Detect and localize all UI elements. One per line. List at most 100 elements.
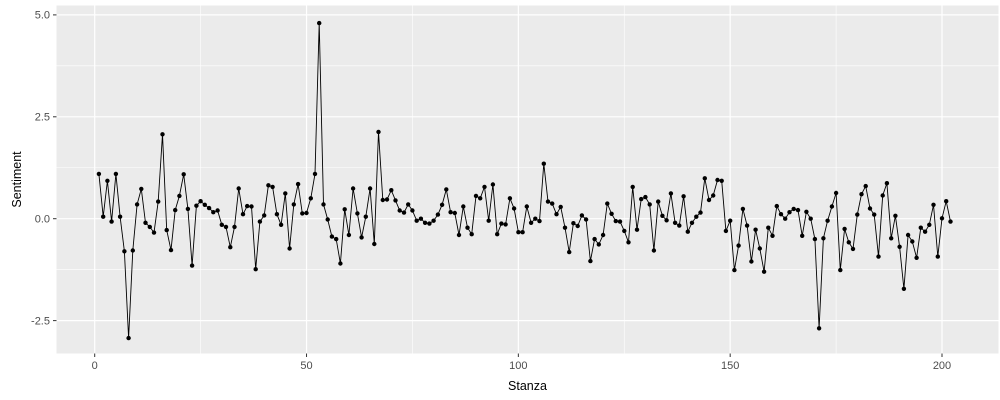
data-point — [643, 194, 648, 200]
data-point — [350, 186, 356, 191]
data-point — [613, 218, 618, 224]
data-point — [317, 20, 322, 26]
data-point — [249, 204, 254, 209]
data-point — [562, 225, 568, 230]
data-point — [461, 204, 466, 209]
data-point — [524, 204, 529, 209]
data-point — [283, 191, 288, 196]
data-point — [567, 249, 572, 255]
data-point — [245, 203, 250, 209]
data-point — [160, 132, 165, 137]
data-point — [516, 230, 521, 235]
data-point — [829, 204, 835, 209]
data-point — [431, 218, 436, 223]
data-point — [537, 218, 542, 224]
data-point — [240, 212, 246, 217]
plot-panel — [56, 5, 999, 354]
data-point — [948, 219, 953, 224]
y-tick-label: 2.5 — [35, 112, 50, 124]
data-point — [105, 178, 110, 183]
data-point — [808, 216, 813, 221]
data-point — [287, 246, 292, 251]
data-point — [376, 129, 381, 135]
data-point — [719, 178, 724, 183]
data-point — [384, 197, 390, 202]
data-point — [456, 232, 462, 238]
data-point — [778, 212, 784, 217]
data-point — [274, 212, 280, 217]
data-point — [681, 194, 686, 199]
data-point — [715, 177, 720, 183]
data-point — [101, 214, 106, 219]
data-point — [944, 199, 949, 204]
data-point — [156, 199, 161, 204]
data-point — [685, 229, 690, 234]
data-point — [660, 213, 665, 218]
data-point — [910, 239, 915, 244]
data-point — [935, 254, 940, 259]
data-point — [198, 199, 203, 204]
data-point — [232, 224, 237, 230]
data-point — [639, 196, 644, 202]
data-point — [215, 208, 220, 213]
data-point — [694, 214, 699, 219]
data-point — [363, 214, 368, 219]
data-point — [482, 184, 487, 190]
data-point — [435, 212, 441, 217]
data-point — [181, 172, 186, 177]
data-point — [130, 248, 135, 253]
data-point — [329, 234, 335, 239]
data-point — [622, 228, 627, 234]
data-point — [753, 227, 758, 232]
data-point — [859, 192, 864, 197]
data-point — [761, 269, 767, 274]
data-point — [308, 196, 313, 201]
data-point — [270, 184, 275, 190]
data-point — [939, 216, 945, 221]
data-point — [558, 204, 563, 210]
data-point — [486, 218, 491, 223]
data-point — [630, 184, 635, 190]
data-point — [304, 210, 309, 216]
data-point — [728, 218, 733, 223]
data-point — [571, 221, 576, 226]
data-point — [541, 161, 546, 166]
data-point — [257, 219, 263, 224]
data-point — [723, 228, 729, 234]
data-point — [744, 223, 750, 228]
data-point — [711, 193, 716, 198]
data-point — [143, 220, 148, 225]
data-point — [236, 186, 241, 191]
data-point — [575, 223, 580, 229]
data-point — [355, 211, 360, 216]
data-point — [189, 263, 195, 268]
data-point — [295, 181, 301, 187]
data-point — [278, 222, 284, 227]
data-point — [414, 218, 419, 223]
data-point — [410, 208, 415, 213]
data-point — [706, 197, 712, 203]
data-point — [634, 227, 640, 232]
data-point — [787, 210, 792, 215]
data-point — [770, 233, 775, 238]
data-point — [821, 236, 826, 241]
data-point — [134, 202, 140, 207]
series-line — [98, 23, 951, 339]
data-point — [380, 197, 385, 203]
data-point — [893, 213, 898, 218]
data-point — [812, 236, 818, 242]
y-tick-label: 0.0 — [35, 214, 50, 226]
data-point — [359, 235, 364, 240]
data-point — [173, 207, 178, 213]
data-point — [583, 217, 589, 222]
data-point — [393, 198, 398, 203]
x-tick-label: 50 — [300, 360, 312, 372]
data-point — [185, 206, 191, 212]
data-point — [300, 211, 305, 216]
data-point — [422, 220, 428, 225]
data-point — [927, 222, 932, 227]
data-point — [325, 217, 330, 222]
data-point — [651, 248, 657, 253]
data-point — [609, 211, 614, 216]
data-point — [338, 261, 343, 266]
